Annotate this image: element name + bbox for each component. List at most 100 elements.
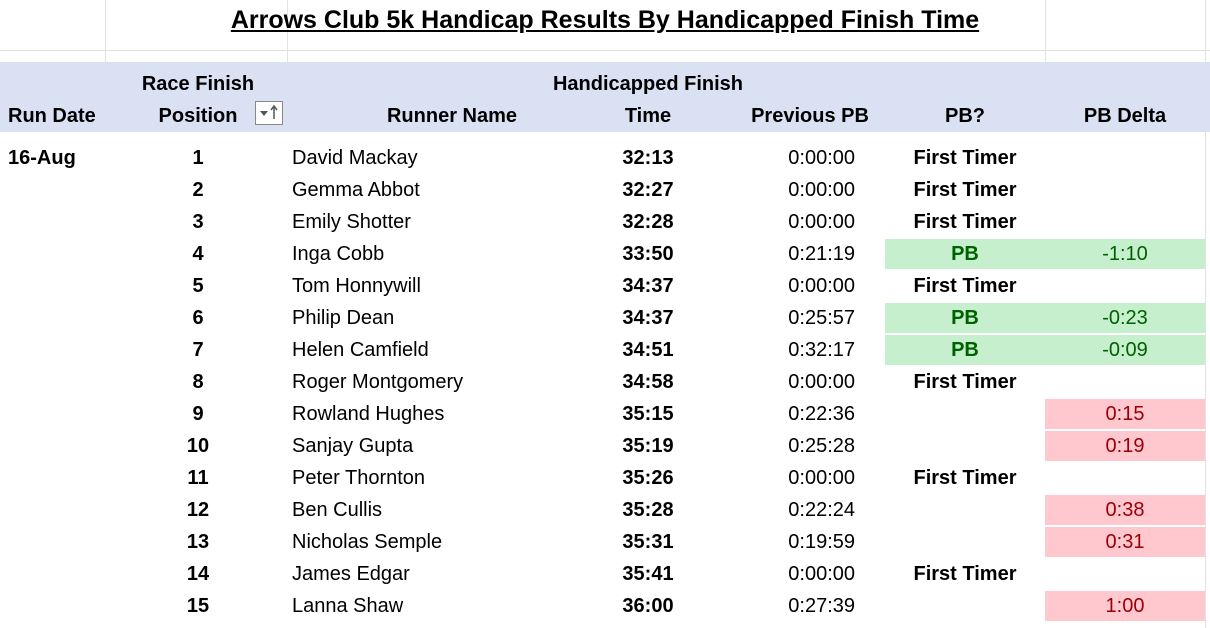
sort-filter-button[interactable] [255,101,283,125]
regression-highlight [1045,431,1205,461]
column-header: PB? [945,105,985,127]
pb-status: First Timer [913,467,1017,489]
previous-pb: 0:00:00 [788,179,855,201]
finish-time: 32:28 [622,211,674,233]
position: 8 [192,371,204,393]
previous-pb: 0:27:39 [788,595,855,617]
finish-time: 35:15 [622,403,674,425]
runner-name: Sanjay Gupta [292,435,414,457]
runner-name: James Edgar [292,563,410,585]
finish-time: 32:13 [622,147,674,169]
grid-line [287,0,288,62]
pb-status: First Timer [913,563,1017,585]
position: 3 [192,211,204,233]
position: 7 [192,339,204,361]
column-header: Previous PB [751,105,869,127]
finish-time: 34:51 [622,339,674,361]
finish-time: 35:19 [622,435,674,457]
finish-time: 35:31 [622,531,674,553]
previous-pb: 0:22:24 [788,499,855,521]
previous-pb: 0:25:57 [788,307,855,329]
sort-icon [260,104,278,119]
finish-time: 35:41 [622,563,674,585]
column-header: PB Delta [1083,105,1167,127]
column-header: Handicapped Finish [552,73,744,95]
regression-highlight [1045,399,1205,429]
position: 2 [192,179,204,201]
pb-delta: 0:38 [1105,499,1145,521]
previous-pb: 0:00:00 [788,563,855,585]
grid-line [1205,0,1206,628]
previous-pb: 0:00:00 [788,275,855,297]
position: 13 [186,531,210,553]
regression-highlight [1045,495,1205,525]
previous-pb: 0:00:00 [788,371,855,393]
grid-line [0,50,1210,51]
runner-name: David Mackay [292,147,418,169]
position: 12 [186,499,210,521]
pb-highlight [885,335,1205,365]
grid-line [105,0,106,62]
pb-status: PB [951,339,979,361]
finish-time: 36:00 [622,595,674,617]
regression-highlight [1045,591,1205,621]
pb-status: First Timer [913,179,1017,201]
position: 4 [192,243,204,265]
pb-status: PB [951,243,979,265]
grid-line [1045,0,1046,62]
header-band [0,62,1210,132]
previous-pb: 0:32:17 [788,339,855,361]
runner-name: Gemma Abbot [292,179,420,201]
pb-status: First Timer [913,147,1017,169]
column-header: Run Date [8,105,96,127]
position: 1 [192,147,204,169]
pb-delta: 1:00 [1105,595,1145,617]
position: 9 [192,403,204,425]
position: 10 [186,435,210,457]
runner-name: Roger Montgomery [292,371,464,393]
previous-pb: 0:25:28 [788,435,855,457]
finish-time: 34:37 [622,275,674,297]
pb-highlight [885,303,1205,333]
pb-status: First Timer [913,371,1017,393]
pb-status: First Timer [913,275,1017,297]
previous-pb: 0:19:59 [788,531,855,553]
previous-pb: 0:00:00 [788,147,855,169]
pb-delta: -0:09 [1102,339,1148,361]
runner-name: Peter Thornton [292,467,426,489]
pb-delta: 0:31 [1105,531,1145,553]
previous-pb: 0:00:00 [788,467,855,489]
run-date: 16-Aug [8,147,76,169]
runner-name: Philip Dean [292,307,395,329]
previous-pb: 0:00:00 [788,211,855,233]
pb-delta: 0:15 [1105,403,1145,425]
runner-name: Rowland Hughes [292,403,445,425]
column-header: Time [624,105,672,127]
finish-time: 32:27 [622,179,674,201]
finish-time: 35:26 [622,467,674,489]
pb-status: PB [951,307,979,329]
position: 11 [187,467,209,489]
pb-status: First Timer [913,211,1017,233]
position: 5 [192,275,204,297]
sheet-title: Arrows Club 5k Handicap Results By Handi… [230,6,980,34]
finish-time: 33:50 [622,243,674,265]
runner-name: Nicholas Semple [292,531,443,553]
pb-highlight [885,239,1205,269]
finish-time: 35:28 [622,499,674,521]
position: 14 [186,563,210,585]
pb-delta: -0:23 [1102,307,1148,329]
pb-delta: -1:10 [1102,243,1148,265]
previous-pb: 0:21:19 [788,243,855,265]
position: 6 [192,307,204,329]
finish-time: 34:58 [622,371,674,393]
runner-name: Inga Cobb [292,243,385,265]
runner-name: Lanna Shaw [292,595,404,617]
runner-name: Ben Cullis [292,499,383,521]
runner-name: Tom Honnywill [292,275,421,297]
previous-pb: 0:22:36 [788,403,855,425]
position: 15 [186,595,210,617]
column-header: Runner Name [386,105,518,127]
column-header: Race Finish [141,73,255,95]
